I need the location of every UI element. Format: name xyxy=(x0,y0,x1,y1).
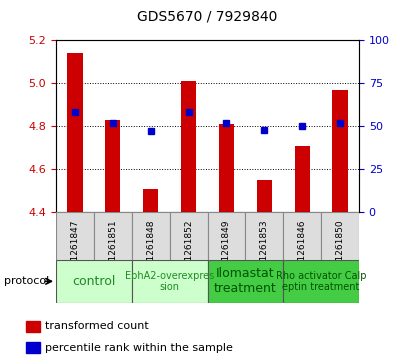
Text: GSM1261853: GSM1261853 xyxy=(260,219,269,280)
Text: control: control xyxy=(72,275,116,288)
Bar xyxy=(283,212,321,260)
Bar xyxy=(132,260,208,303)
Bar xyxy=(257,180,272,212)
Bar xyxy=(208,260,283,303)
Text: GDS5670 / 7929840: GDS5670 / 7929840 xyxy=(137,9,278,23)
Bar xyxy=(321,212,359,260)
Text: Ilomastat
treatment: Ilomastat treatment xyxy=(214,267,277,295)
Bar xyxy=(208,212,245,260)
Bar xyxy=(283,260,359,303)
Text: protocol: protocol xyxy=(4,276,49,286)
Text: GSM1261852: GSM1261852 xyxy=(184,219,193,280)
Bar xyxy=(245,212,283,260)
Text: transformed count: transformed count xyxy=(45,321,149,331)
Text: GSM1261849: GSM1261849 xyxy=(222,219,231,280)
Bar xyxy=(67,53,83,212)
Text: GSM1261848: GSM1261848 xyxy=(146,219,155,280)
Text: Rho activator Calp
eptin treatment: Rho activator Calp eptin treatment xyxy=(276,270,366,292)
Text: GSM1261851: GSM1261851 xyxy=(108,219,117,280)
Bar xyxy=(332,90,348,212)
Bar xyxy=(56,260,132,303)
Text: GSM1261850: GSM1261850 xyxy=(336,219,344,280)
Bar xyxy=(219,124,234,212)
Bar xyxy=(94,212,132,260)
Bar xyxy=(181,81,196,212)
Bar xyxy=(143,189,158,212)
Text: EphA2-overexpres
sion: EphA2-overexpres sion xyxy=(125,270,214,292)
Bar xyxy=(26,321,39,332)
Bar xyxy=(132,212,170,260)
Bar xyxy=(26,342,39,353)
Bar xyxy=(105,120,120,212)
Bar xyxy=(295,146,310,212)
Bar xyxy=(170,212,208,260)
Bar xyxy=(56,212,94,260)
Text: GSM1261846: GSM1261846 xyxy=(298,219,307,280)
Text: GSM1261847: GSM1261847 xyxy=(71,219,79,280)
Text: percentile rank within the sample: percentile rank within the sample xyxy=(45,343,233,352)
